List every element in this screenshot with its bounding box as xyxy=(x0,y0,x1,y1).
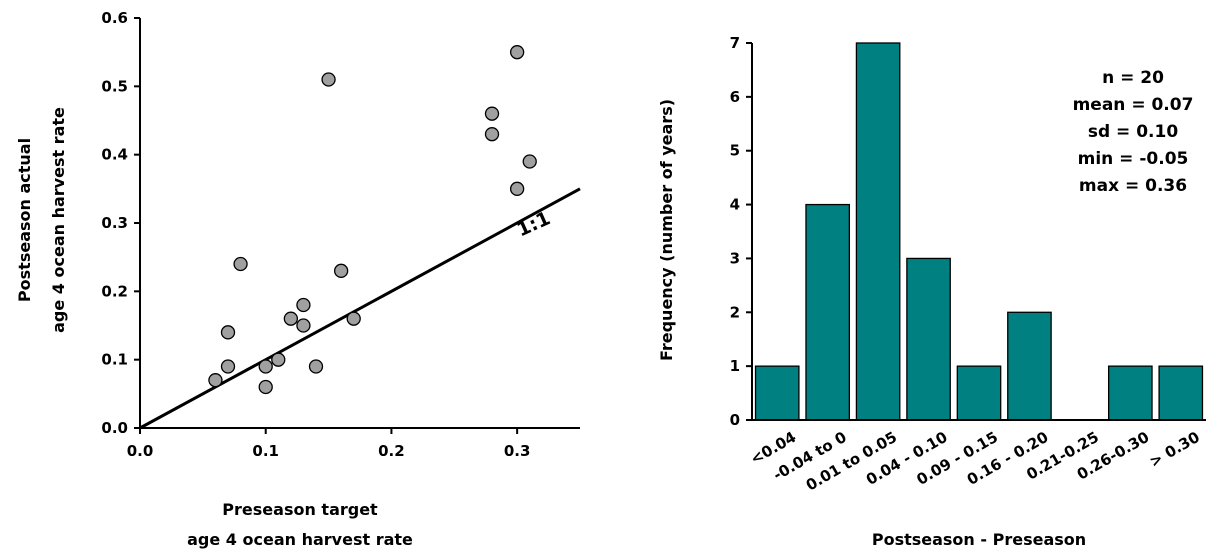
histogram-bar xyxy=(906,257,951,421)
histogram-bar xyxy=(855,42,901,421)
y-tick-label: 0.4 xyxy=(101,146,128,164)
y-tick-label: 0.5 xyxy=(101,77,128,95)
y-tick-label: 3 xyxy=(730,249,740,267)
scatter-point xyxy=(283,311,299,326)
summary-stat: sd = 0.10 xyxy=(1088,122,1178,142)
y-tick-label: 0.3 xyxy=(101,214,128,232)
x-axis-title-line: age 4 ocean harvest rate xyxy=(187,530,413,549)
x-axis-title-line: Preseason target xyxy=(222,500,378,519)
scatter-point xyxy=(258,379,273,395)
one-to-one-label: 1:1 xyxy=(514,207,554,241)
y-tick-label: 2 xyxy=(730,303,740,321)
scatter-point xyxy=(208,373,223,388)
scatter-point xyxy=(346,311,361,326)
histogram-bar xyxy=(1107,365,1153,421)
y-tick-label: 0.6 xyxy=(101,9,128,27)
y-tick-label: 7 xyxy=(730,34,740,52)
scatter-point xyxy=(220,359,236,374)
summary-stat: min = -0.05 xyxy=(1078,149,1189,169)
scatter-point xyxy=(484,127,500,142)
histogram-bar xyxy=(956,365,1002,421)
scatter-point xyxy=(522,154,537,169)
scatter-point xyxy=(333,263,349,278)
scatter-point xyxy=(509,181,525,196)
histogram-bar xyxy=(754,365,800,421)
scatter-point xyxy=(509,45,525,60)
histogram-bar xyxy=(1007,311,1052,421)
x-tick-label: 0.2 xyxy=(378,442,405,460)
y-axis-title: Frequency (number of years) xyxy=(657,99,676,361)
summary-stat: max = 0.36 xyxy=(1079,176,1187,196)
scatter-point xyxy=(296,318,311,333)
one-to-one-line xyxy=(139,187,581,430)
histogram-bar xyxy=(805,203,851,421)
y-tick-label: 1 xyxy=(730,357,740,375)
x-category-label: > 0.30 xyxy=(1146,428,1202,471)
y-tick-label: 4 xyxy=(730,196,740,214)
y-axis-title-line: age 4 ocean harvest rate xyxy=(49,107,68,333)
summary-stat: mean = 0.07 xyxy=(1073,95,1194,115)
y-tick-label: 0.2 xyxy=(101,282,128,300)
y-tick-label: 0.0 xyxy=(101,419,128,437)
y-tick-label: 5 xyxy=(730,142,740,160)
scatter-point xyxy=(484,106,500,121)
y-tick-label: 0.1 xyxy=(101,351,128,369)
x-axis-title: Postseason - Preseason xyxy=(872,530,1086,549)
x-tick-label: 0.1 xyxy=(252,442,279,460)
scatter-point xyxy=(296,297,311,313)
scatter-point xyxy=(220,325,236,340)
x-tick-label: 0.3 xyxy=(504,442,531,460)
summary-stat: n = 20 xyxy=(1102,68,1164,88)
scatter-point xyxy=(321,72,336,87)
scatter-chart: 0.0 0.1 0.2 0.3 0.0 0.1 0.2 0.3 0.4 0.5 0.6 1:1 Pres… xyxy=(15,9,581,549)
scatter-point xyxy=(308,359,324,374)
scatter-point xyxy=(271,352,286,367)
scatter-point xyxy=(258,359,273,374)
scatter-point xyxy=(233,256,248,272)
y-tick-label: 0 xyxy=(730,411,740,429)
y-axis-title-line: Postseason actual xyxy=(15,138,34,302)
y-tick-label: 6 xyxy=(730,88,740,106)
x-tick-label: 0.0 xyxy=(127,442,154,460)
histogram-bar xyxy=(1158,365,1204,421)
